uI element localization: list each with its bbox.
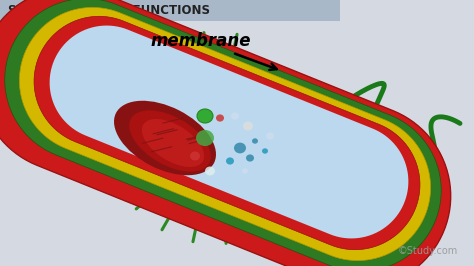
Ellipse shape [246,154,254,162]
Ellipse shape [216,114,224,122]
Ellipse shape [142,119,204,167]
Ellipse shape [242,168,248,174]
Polygon shape [19,7,430,261]
Ellipse shape [190,152,200,160]
Polygon shape [34,16,420,250]
Polygon shape [50,26,409,238]
Ellipse shape [252,138,258,144]
FancyBboxPatch shape [0,0,340,21]
Ellipse shape [196,130,214,146]
Ellipse shape [262,148,268,154]
Ellipse shape [197,109,213,123]
Ellipse shape [231,113,239,120]
Ellipse shape [243,122,253,131]
Polygon shape [0,0,451,266]
Ellipse shape [114,101,216,175]
Text: ©Study.com: ©Study.com [398,246,458,256]
Text: membrane: membrane [150,32,277,70]
Polygon shape [5,0,441,266]
Ellipse shape [234,143,246,153]
Ellipse shape [226,157,234,165]
Ellipse shape [266,132,274,140]
Text: STRUCTURES AND FUNCTIONS: STRUCTURES AND FUNCTIONS [8,5,210,18]
Ellipse shape [205,167,215,176]
Ellipse shape [129,110,211,172]
